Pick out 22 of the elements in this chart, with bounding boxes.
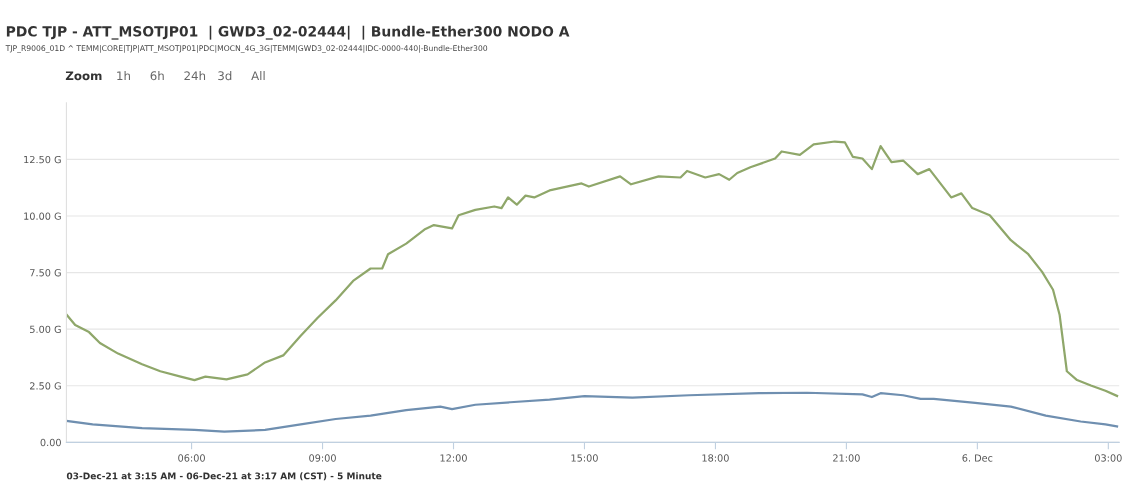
y-tick-label: 5.00 G	[30, 325, 61, 333]
text: 3d	[218, 71, 232, 81]
text: 6h	[150, 71, 164, 81]
text: 1h	[117, 71, 130, 81]
text: 03-Dec-21 at 3:15 AM - 06-Dec-21 at 3:17 AM (CST) - 5 Minute	[66, 472, 382, 481]
x-tick-label: 18:00	[702, 454, 729, 462]
x-tick-label: 09:00	[309, 454, 336, 462]
x-tick-label: 21:00	[833, 454, 860, 462]
y-tick-label: 2.50 G	[30, 382, 61, 390]
text: 24h	[184, 71, 206, 81]
x-tick-label: 15:00	[571, 454, 598, 462]
x-tick-label: 12:00	[440, 454, 467, 462]
y-tick-label: 10.00 G	[24, 212, 61, 220]
y-tick-label: 12.50 G	[24, 155, 61, 164]
chart-title: PDC TJP - ATT_MSOTJP01 | GWD3_02-02444| | Bundle-Ether300 NODO A	[6, 25, 570, 40]
x-tick-label: 06:00	[178, 454, 205, 462]
y-tick-label: 0.00	[40, 438, 61, 447]
y-tick-label: 7.50 G	[30, 269, 61, 277]
x-tick-label: 03:00	[1094, 454, 1122, 462]
text: Zoom	[65, 71, 102, 81]
text: All	[251, 71, 265, 81]
x-tick-label: 6. Dec	[962, 454, 993, 462]
